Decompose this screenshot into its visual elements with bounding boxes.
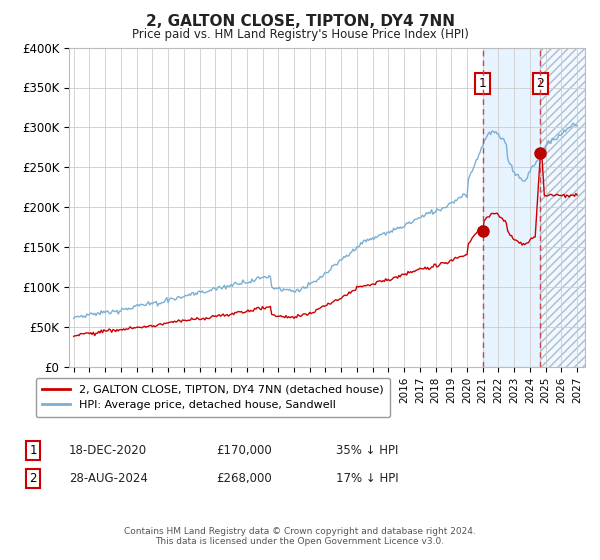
Text: 1: 1 — [479, 77, 487, 90]
Text: £170,000: £170,000 — [216, 444, 272, 458]
Text: Contains HM Land Registry data © Crown copyright and database right 2024.
This d: Contains HM Land Registry data © Crown c… — [124, 526, 476, 546]
Text: 17% ↓ HPI: 17% ↓ HPI — [336, 472, 398, 486]
Text: £268,000: £268,000 — [216, 472, 272, 486]
Text: 2: 2 — [536, 77, 544, 90]
Text: 28-AUG-2024: 28-AUG-2024 — [69, 472, 148, 486]
Text: 1: 1 — [29, 444, 37, 458]
Text: 2: 2 — [29, 472, 37, 486]
Bar — [483, 48, 541, 367]
Text: 2, GALTON CLOSE, TIPTON, DY4 7NN: 2, GALTON CLOSE, TIPTON, DY4 7NN — [146, 14, 455, 29]
Bar — [541, 48, 585, 367]
Bar — [541, 48, 585, 367]
Text: 18-DEC-2020: 18-DEC-2020 — [69, 444, 147, 458]
Legend: 2, GALTON CLOSE, TIPTON, DY4 7NN (detached house), HPI: Average price, detached : 2, GALTON CLOSE, TIPTON, DY4 7NN (detach… — [35, 378, 390, 417]
Text: 35% ↓ HPI: 35% ↓ HPI — [336, 444, 398, 458]
Text: Price paid vs. HM Land Registry's House Price Index (HPI): Price paid vs. HM Land Registry's House … — [131, 28, 469, 41]
